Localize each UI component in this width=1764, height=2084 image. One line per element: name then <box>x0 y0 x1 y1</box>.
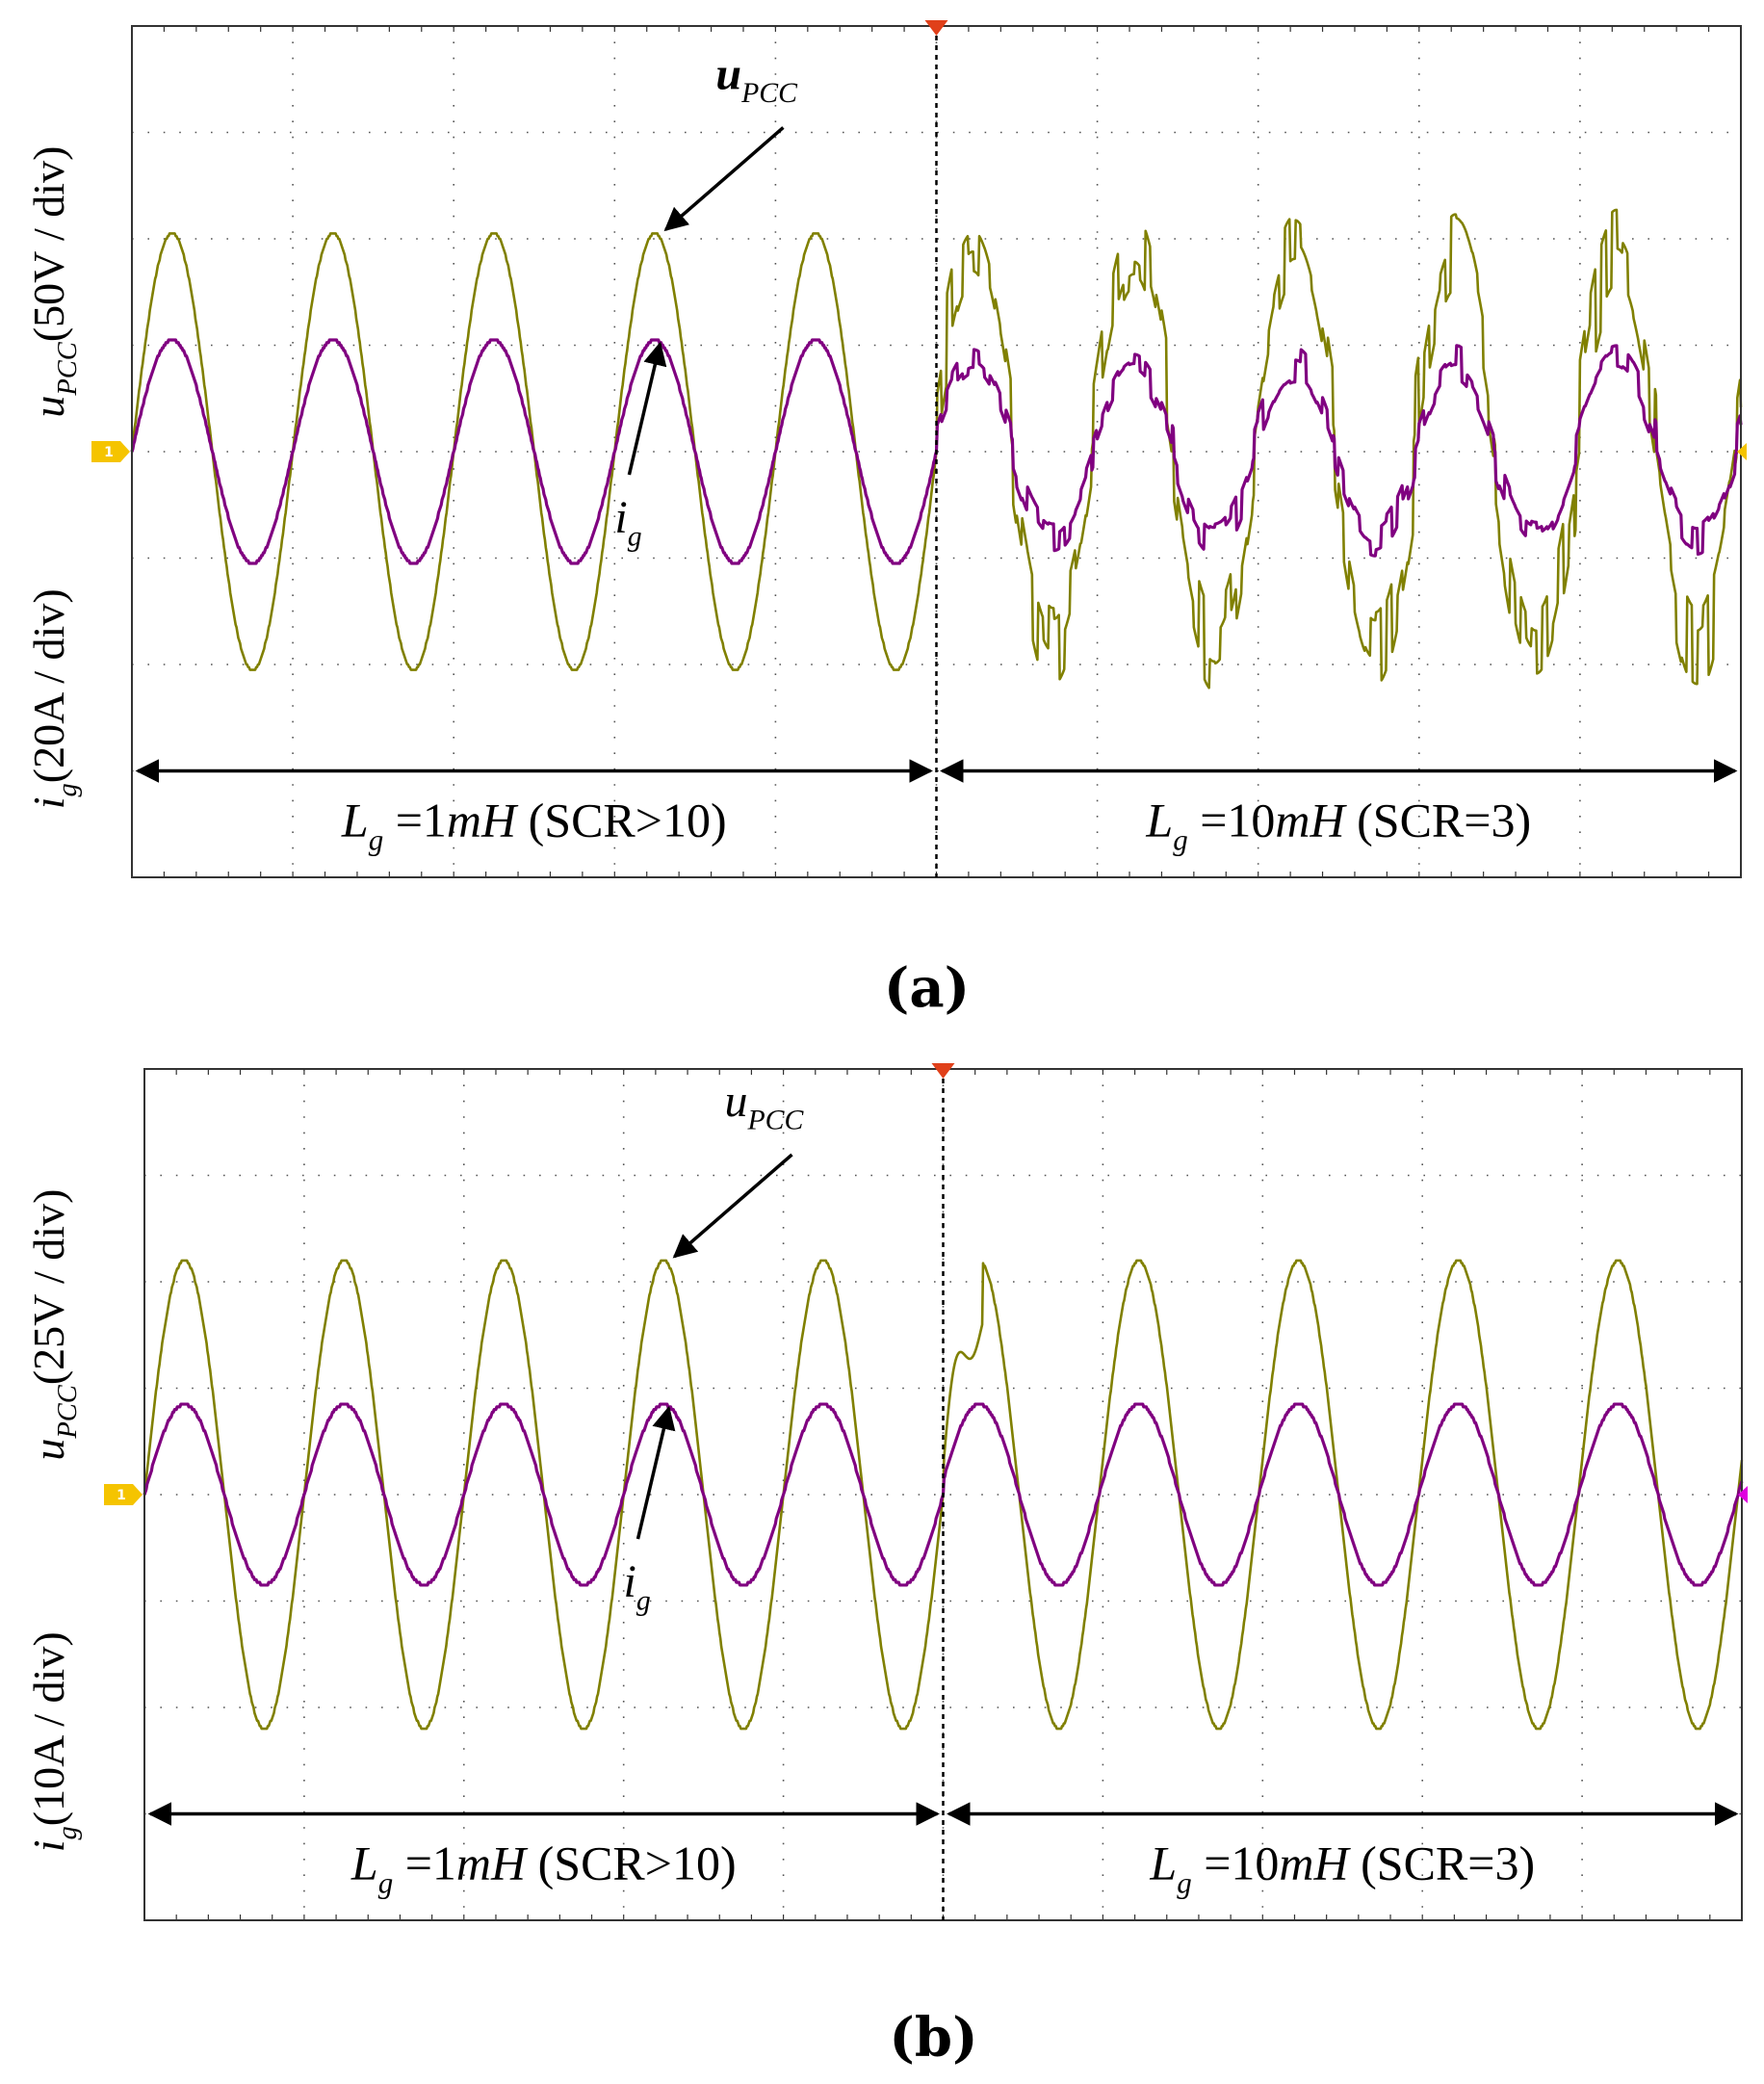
trigger-marker <box>924 20 948 36</box>
region-label-right: Lg =10mH (SCR=3) <box>1149 1837 1535 1900</box>
annotation-arrow-i-g <box>636 1405 676 1540</box>
right-channel-marker <box>1737 443 1747 460</box>
y-label-group: ig(10A / div) uPCC(25V / div) <box>24 1189 83 1853</box>
y-axis-label: ig(10A / div) uPCC(25V / div) <box>24 1189 83 1853</box>
y-label-current: ig(20A / div) <box>24 588 83 809</box>
channel-1-label: 1 <box>117 1488 126 1503</box>
regions: Lg =1mH (SCR>10) Lg =10mH (SCR=3) <box>147 1802 1739 1900</box>
annotation-u-pcc: uPCC <box>724 1076 804 1135</box>
annotation-arrow-u-pcc <box>663 126 785 232</box>
annotations: uPCC ig <box>614 48 798 552</box>
channel-1-marker: 1 <box>91 441 130 462</box>
channel-1-marker: 1 <box>104 1484 143 1505</box>
annotation-u-pcc: uPCC <box>715 48 798 108</box>
y-label-voltage: uPCC(50V / div) <box>24 146 83 418</box>
region-label-left: Lg =1mH (SCR>10) <box>341 794 727 857</box>
right-channel-marker <box>1738 1486 1748 1503</box>
annotation-arrow-u-pcc <box>672 1153 793 1259</box>
channel-1-label: 1 <box>104 445 114 460</box>
y-axis-label: ig(20A / div) uPCC(50V / div) <box>24 146 83 810</box>
y-label-current: ig(10A / div) <box>24 1631 83 1852</box>
annotation-i-g: ig <box>614 492 641 552</box>
panel-caption: (a) <box>884 956 970 1020</box>
trigger-marker <box>931 1063 955 1079</box>
annotation-i-g: ig <box>623 1556 650 1616</box>
panel-caption: (b) <box>889 2006 977 2070</box>
panel-b: 1 ig(10A / div) uPCC(25V / div) uPCC ig Lg… <box>24 1063 1748 2070</box>
y-label-group: ig(20A / div) uPCC(50V / div) <box>24 146 83 810</box>
y-label-voltage: uPCC(25V / div) <box>24 1189 83 1461</box>
region-label-right: Lg =10mH (SCR=3) <box>1145 794 1531 857</box>
regions: Lg =1mH (SCR>10) Lg =10mH (SCR=3) <box>135 759 1738 857</box>
panel-a: 1 ig(20A / div) uPCC(50V / div) uPCC ig Lg… <box>24 20 1747 1020</box>
region-label-left: Lg =1mH (SCR>10) <box>350 1837 737 1900</box>
annotation-arrow-i-g <box>627 341 667 476</box>
annotations: uPCC ig <box>623 1076 804 1617</box>
